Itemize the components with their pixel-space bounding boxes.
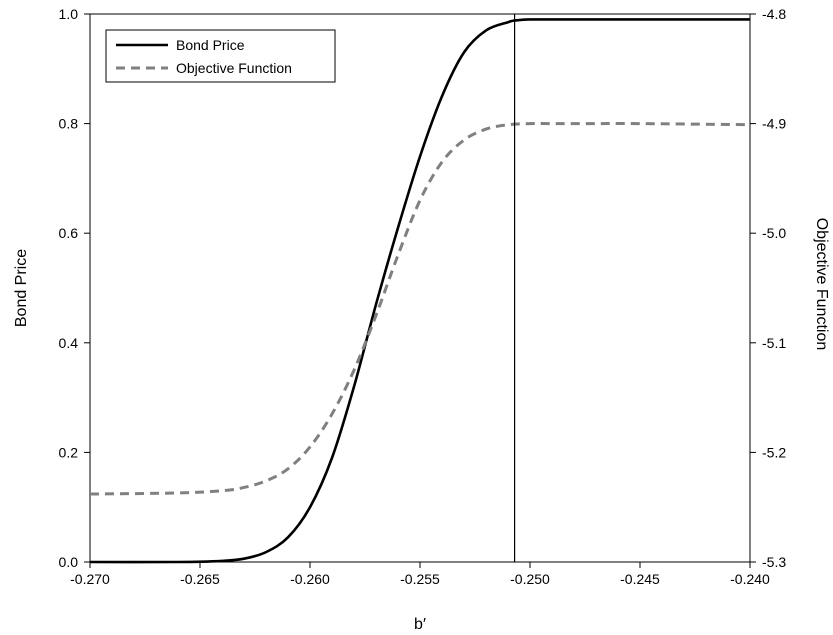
y2-tick-label: -5.2 xyxy=(762,444,786,460)
plot-area xyxy=(89,13,751,563)
y-axis-ticks: 0.0 0.2 0.4 0.6 0.8 1.0 xyxy=(59,6,90,570)
x-tick-label: -0.270 xyxy=(70,571,110,587)
x-tick-label: -0.265 xyxy=(180,571,220,587)
y2-tick-label: -5.0 xyxy=(762,225,786,241)
y-tick-label: 0.0 xyxy=(59,554,79,570)
y-tick-label: 1.0 xyxy=(59,6,79,22)
y-tick-label: 0.8 xyxy=(59,116,79,132)
y2-tick-label: -5.3 xyxy=(762,554,786,570)
x-tick-label: -0.240 xyxy=(730,571,770,587)
y2-tick-label: -4.9 xyxy=(762,116,786,132)
series-line-objective-function xyxy=(89,122,751,496)
x-tick-label: -0.250 xyxy=(510,571,550,587)
y2-axis-ticks: -5.3 -5.2 -5.1 -5.0 -4.9 -4.8 xyxy=(750,6,786,570)
legend-box xyxy=(105,29,336,83)
y-tick-label: 0.4 xyxy=(59,335,79,351)
y-axis-title: Bond Price xyxy=(13,249,30,327)
x-tick-label: -0.255 xyxy=(400,571,440,587)
x-tick-label: -0.245 xyxy=(620,571,660,587)
series-layer xyxy=(89,18,751,564)
x-axis-ticks: -0.270 -0.265 -0.260 -0.255 -0.250 -0.245 -0.2… xyxy=(70,562,770,587)
x-tick-label: -0.260 xyxy=(290,571,330,587)
y2-tick-label: -4.8 xyxy=(762,6,786,22)
legend-label-bond-price: Bond Price xyxy=(176,37,245,53)
legend: Bond Price Objective Function xyxy=(105,29,336,83)
y-tick-label: 0.6 xyxy=(59,225,79,241)
series-line-bond-price xyxy=(89,18,750,564)
y2-axis-title: Objective Function xyxy=(813,218,830,351)
y2-tick-label: -5.1 xyxy=(762,335,786,351)
legend-label-objective-function: Objective Function xyxy=(176,60,292,76)
x-axis-title: b′ xyxy=(414,616,426,633)
y-tick-label: 0.2 xyxy=(59,444,79,460)
